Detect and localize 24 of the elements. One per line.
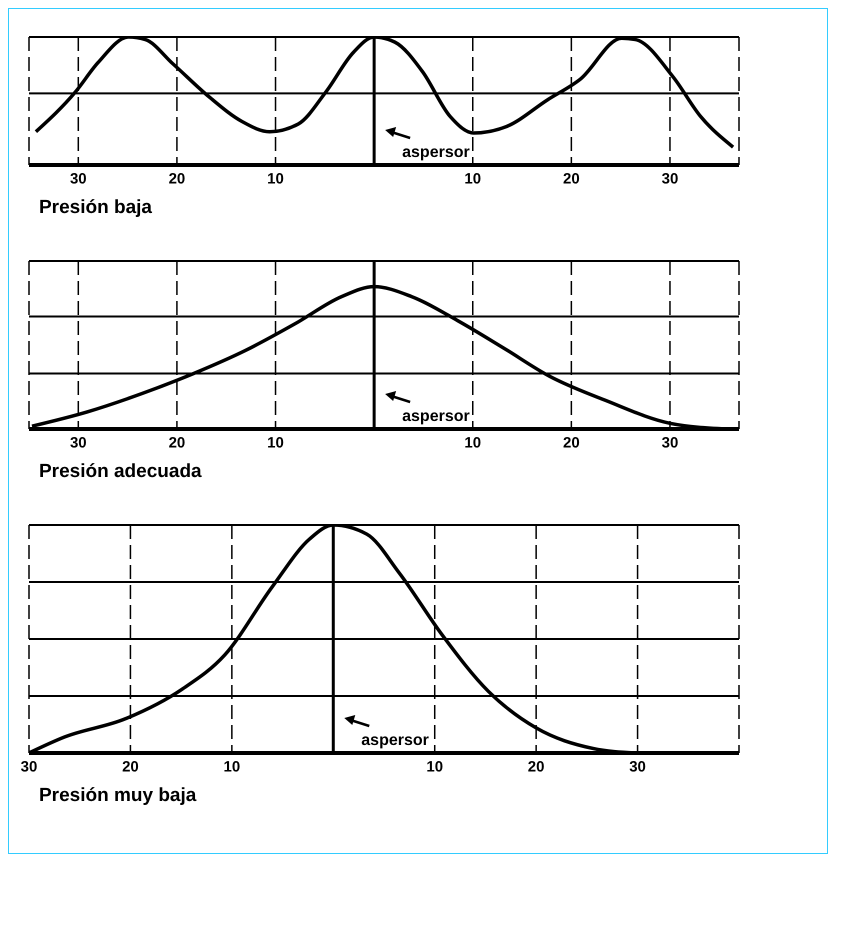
x-tick-label: 20 (528, 758, 544, 776)
x-tick-label: 10 (224, 758, 240, 776)
x-tick-label: 10 (267, 434, 284, 452)
x-tick-label: 30 (662, 170, 678, 188)
x-tick-label: 10 (426, 758, 444, 776)
x-tick-label: 20 (563, 434, 580, 452)
x-tick-label: 30 (629, 758, 646, 776)
text: Presión muy baja (39, 785, 198, 807)
x-tick-label: 10 (464, 170, 482, 188)
x-tick-label: 10 (464, 434, 482, 452)
x-tick-label: 20 (563, 170, 580, 188)
x-tick-label: 30 (70, 434, 87, 452)
x-tick-label: 20 (168, 170, 186, 188)
ref-line-label: aspersor (361, 732, 429, 749)
ref-line-label: aspersor (402, 408, 470, 425)
ref-line-label: aspersor (402, 144, 470, 161)
x-tick-label: 30 (70, 170, 87, 188)
text: Presión baja (39, 197, 153, 219)
x-tick-label: 20 (122, 758, 139, 776)
text: Presión adecuada (39, 461, 203, 483)
x-tick-label: 20 (168, 434, 186, 452)
x-tick-label: 10 (267, 170, 284, 188)
x-tick-label: 30 (20, 758, 38, 776)
x-tick-label: 30 (662, 434, 678, 452)
